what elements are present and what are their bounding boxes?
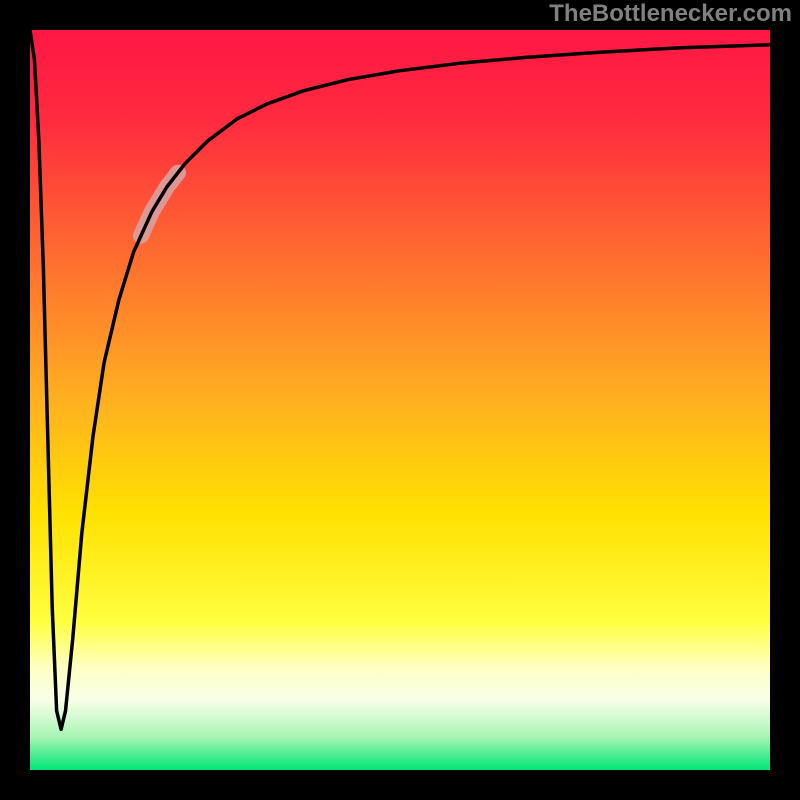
plot-frame — [0, 770, 800, 800]
plot-frame — [770, 0, 800, 800]
plot-background — [30, 30, 770, 770]
attribution-label: TheBottlenecker.com — [549, 0, 792, 28]
plot-frame — [0, 0, 30, 800]
bottleneck-chart — [0, 0, 800, 800]
chart-root: { "attribution": { "text": "TheBottlenec… — [0, 0, 800, 800]
